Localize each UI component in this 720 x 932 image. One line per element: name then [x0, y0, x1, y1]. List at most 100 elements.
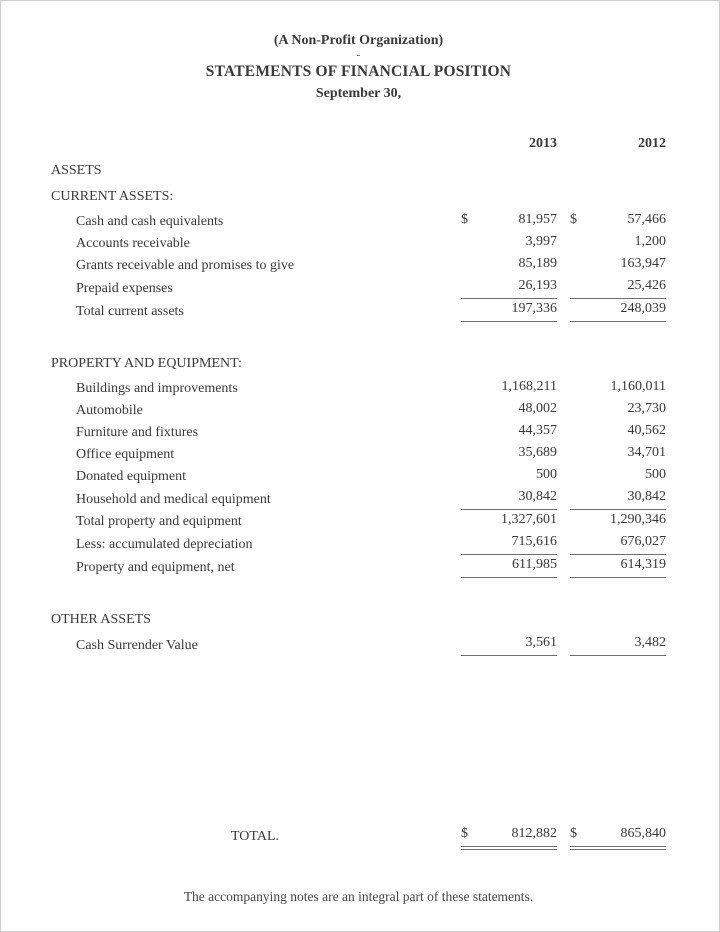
amount-2012: 23,730 [570, 399, 667, 421]
statement-sections: CURRENT ASSETS: Cash and cash equivalents… [51, 186, 666, 656]
amount-2013: 3,997 [461, 232, 558, 254]
section-heading: PROPERTY AND EQUIPMENT: [51, 356, 242, 371]
amount-2012: 3,482 [570, 633, 666, 656]
column-headers: 2013 2012 [51, 132, 666, 154]
amount-value: 30,842 [518, 489, 558, 504]
amount-value: 25,426 [627, 278, 667, 293]
amount-value: 23,730 [627, 401, 667, 416]
amount-2012: 163,947 [570, 254, 667, 276]
grand-total-row: TOTAL. $ 812,882 $ 865,840 [51, 824, 667, 850]
amount-2012: 1,200 [570, 232, 667, 254]
amount-value: 197,336 [511, 301, 558, 316]
statement-row: Total current assets 197,336 248,039 [51, 299, 666, 322]
amount-value: 3,482 [634, 635, 667, 650]
amount-value: 676,027 [620, 534, 667, 549]
amount-value: 85,189 [518, 256, 558, 271]
amount-2012: 40,562 [570, 421, 667, 443]
row-label: Buildings and improvements [76, 381, 238, 396]
amount-value: 40,562 [627, 423, 667, 438]
amount-2013: 1,168,211 [461, 377, 557, 399]
amount-2013: $81,957 [461, 210, 557, 232]
amount-value: 3,997 [525, 234, 558, 249]
amount-2012: $57,466 [570, 210, 666, 232]
amount-value: 611,985 [512, 557, 557, 572]
row-label: Household and medical equipment [76, 492, 271, 507]
currency-symbol: $ [570, 826, 577, 841]
row-label: Grants receivable and promises to give [76, 258, 295, 273]
amount-2012: 248,039 [570, 299, 666, 322]
row-label: Donated equipment [76, 469, 187, 484]
section-heading: CURRENT ASSETS: [51, 189, 174, 204]
row-label: Less: accumulated depreciation [76, 537, 253, 552]
organization-subtitle: (A Non-Profit Organization) [273, 33, 444, 48]
statement-date: September 30, [315, 86, 402, 101]
amount-2012: 676,027 [570, 532, 666, 555]
statement-row: Furniture and fixtures 44,357 40,562 [51, 421, 666, 443]
dash-mark: - [356, 49, 361, 61]
column-header-2012: 2012 [638, 136, 666, 151]
amount-2013: 48,002 [461, 399, 558, 421]
total-value-2013: 812,882 [511, 826, 558, 841]
currency-symbol: $ [461, 826, 468, 841]
statement-section: OTHER ASSETS Cash Surrender Value 3,561 3,4… [51, 609, 666, 656]
statement-row: Less: accumulated depreciation 715,616 676… [51, 532, 666, 555]
amount-value: 715,616 [511, 534, 558, 549]
amount-value: 34,701 [627, 445, 667, 460]
statement-row: Household and medical equipment 30,842 30,… [51, 487, 666, 510]
row-label: Prepaid expenses [76, 281, 173, 296]
amount-2013: 197,336 [461, 299, 557, 322]
document-title: STATEMENTS OF FINANCIAL POSITION [205, 63, 512, 80]
statement-row: Office equipment 35,689 34,701 [51, 443, 666, 465]
currency-symbol: $ [461, 212, 468, 227]
total-amount-2012: $ 865,840 [570, 824, 667, 850]
row-label: Office equipment [76, 447, 175, 462]
amount-value: 500 [645, 467, 666, 482]
statement-section: CURRENT ASSETS: Cash and cash equivalents… [51, 186, 666, 322]
statement-section: PROPERTY AND EQUIPMENT: Buildings and imp… [51, 353, 666, 578]
statement-row: Automobile 48,002 23,730 [51, 399, 666, 421]
amount-value: 1,200 [634, 234, 667, 249]
amount-2013: 611,985 [461, 555, 557, 578]
statement-row: Grants receivable and promises to give 85… [51, 254, 666, 276]
amount-2013: 715,616 [461, 532, 557, 555]
currency-symbol: $ [570, 212, 577, 227]
amount-value: 248,039 [620, 301, 667, 316]
amount-2013: 500 [461, 465, 557, 487]
amount-value: 35,689 [518, 445, 558, 460]
amount-value: 1,327,601 [501, 512, 557, 527]
amount-2012: 30,842 [570, 487, 666, 510]
amount-value: 500 [536, 467, 557, 482]
row-label: Cash Surrender Value [76, 638, 198, 653]
amount-2012: 614,319 [570, 555, 666, 578]
column-header-2013: 2013 [529, 136, 557, 151]
statement-row: Accounts receivable 3,997 1,200 [51, 232, 666, 254]
statement-row: Cash and cash equivalents $81,957 $57,466 [51, 210, 666, 232]
total-amount-2013: $ 812,882 [461, 824, 558, 850]
amount-value: 163,947 [620, 256, 667, 271]
amount-2013: 85,189 [461, 254, 558, 276]
amount-value: 1,290,346 [610, 512, 666, 527]
amount-2012: 1,160,011 [570, 377, 666, 399]
amount-value: 48,002 [518, 401, 558, 416]
row-label: Accounts receivable [76, 236, 190, 251]
statement-row: Prepaid expenses 26,193 25,426 [51, 276, 666, 299]
row-label: Automobile [76, 403, 143, 418]
statement-row: Property and equipment, net 611,985 614,31… [51, 555, 666, 578]
section-heading: OTHER ASSETS [51, 612, 151, 627]
amount-2012: 1,290,346 [570, 510, 666, 532]
amount-2012: 500 [570, 465, 666, 487]
amount-value: 44,357 [518, 423, 558, 438]
amount-2013: 26,193 [461, 276, 557, 299]
amount-2013: 35,689 [461, 443, 558, 465]
statement-row: Donated equipment 500 500 [51, 465, 666, 487]
row-label: Total current assets [76, 304, 184, 319]
amount-value: 3,561 [525, 635, 558, 650]
amount-value: 614,319 [620, 557, 667, 572]
amount-2013: 3,561 [461, 633, 557, 656]
row-label: Cash and cash equivalents [76, 214, 224, 229]
statement-row: Buildings and improvements 1,168,211 1,160… [51, 377, 666, 399]
total-value-2012: 865,840 [620, 826, 667, 841]
amount-value: 81,957 [518, 212, 558, 227]
amount-value: 1,160,011 [610, 379, 666, 394]
